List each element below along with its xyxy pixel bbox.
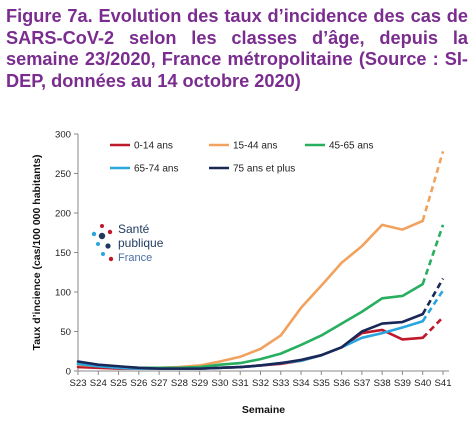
series-dashed-segment-1 xyxy=(421,151,445,222)
logo-dot xyxy=(100,224,104,228)
x-tick-label: S23 xyxy=(69,378,86,389)
y-tick-label: 0 xyxy=(66,367,71,378)
logo-text-line3: France xyxy=(118,252,152,264)
x-tick-label: S33 xyxy=(272,378,289,389)
logo-dot xyxy=(96,242,100,246)
logo-dot xyxy=(101,252,105,256)
legend-label-2: 45-65 ans xyxy=(329,141,373,152)
y-tick-label: 250 xyxy=(55,169,71,180)
chart-legend: 0-14 ans 15-44 ans 45-65 ans 65-74 ans 75 an… xyxy=(110,141,373,175)
y-tick-label: 300 xyxy=(55,130,71,141)
x-tick-label: S24 xyxy=(90,378,108,389)
series-dashed-segment-4 xyxy=(421,277,445,315)
x-tick-label: S31 xyxy=(232,378,249,389)
legend-label-1: 15-44 ans xyxy=(233,141,277,152)
series-line-2 xyxy=(76,282,425,370)
x-tick-label: S41 xyxy=(434,378,451,389)
legend-label-4: 75 ans et plus xyxy=(233,164,295,175)
x-axis-title: Semaine xyxy=(242,404,285,416)
x-tick-label: S27 xyxy=(151,378,168,389)
x-tick-label: S37 xyxy=(353,378,370,389)
x-tick-label: S38 xyxy=(374,378,391,389)
sante-publique-france-logo: Santé publique France xyxy=(91,222,164,264)
legend-label-0: 0-14 ans xyxy=(134,141,173,152)
x-tick-label: S40 xyxy=(414,378,431,389)
y-tick-label: 200 xyxy=(55,209,71,220)
x-tick-label: S36 xyxy=(333,378,350,389)
y-tick-label: 100 xyxy=(55,288,71,299)
x-tick-label: S28 xyxy=(171,378,188,389)
y-tick-label: 150 xyxy=(55,248,71,259)
logo-text-line2: publique xyxy=(118,236,164,250)
chart-title: Figure 7a. Evolution des taux d’incidenc… xyxy=(6,6,468,91)
x-tick-label: S39 xyxy=(394,378,411,389)
x-tick-label: S32 xyxy=(252,378,269,389)
logo-dot xyxy=(98,232,106,240)
y-axis-title: Taux d’incience (cas/100 000 habitants) xyxy=(31,155,43,351)
logo-text-line1: Santé xyxy=(118,222,150,236)
x-tick-label: S30 xyxy=(211,378,228,389)
x-tick-label: S35 xyxy=(313,378,330,389)
logo-dot xyxy=(107,229,113,235)
logo-dot xyxy=(105,243,111,249)
series-dashed-segment-3 xyxy=(421,289,445,322)
logo-dot xyxy=(91,231,97,237)
series-line-4 xyxy=(76,312,425,370)
x-tick-label: S34 xyxy=(293,378,311,389)
legend-label-3: 65-74 ans xyxy=(134,164,178,175)
x-tick-label: S25 xyxy=(110,378,127,389)
logo-dot xyxy=(108,256,114,262)
series-dashed-segment-2 xyxy=(421,224,445,285)
y-tick-label: 50 xyxy=(60,327,71,338)
series-dashed-segment-0 xyxy=(421,316,444,339)
x-tick-label: S26 xyxy=(130,378,147,389)
x-tick-label: S29 xyxy=(191,378,208,389)
chart-series xyxy=(76,151,445,370)
